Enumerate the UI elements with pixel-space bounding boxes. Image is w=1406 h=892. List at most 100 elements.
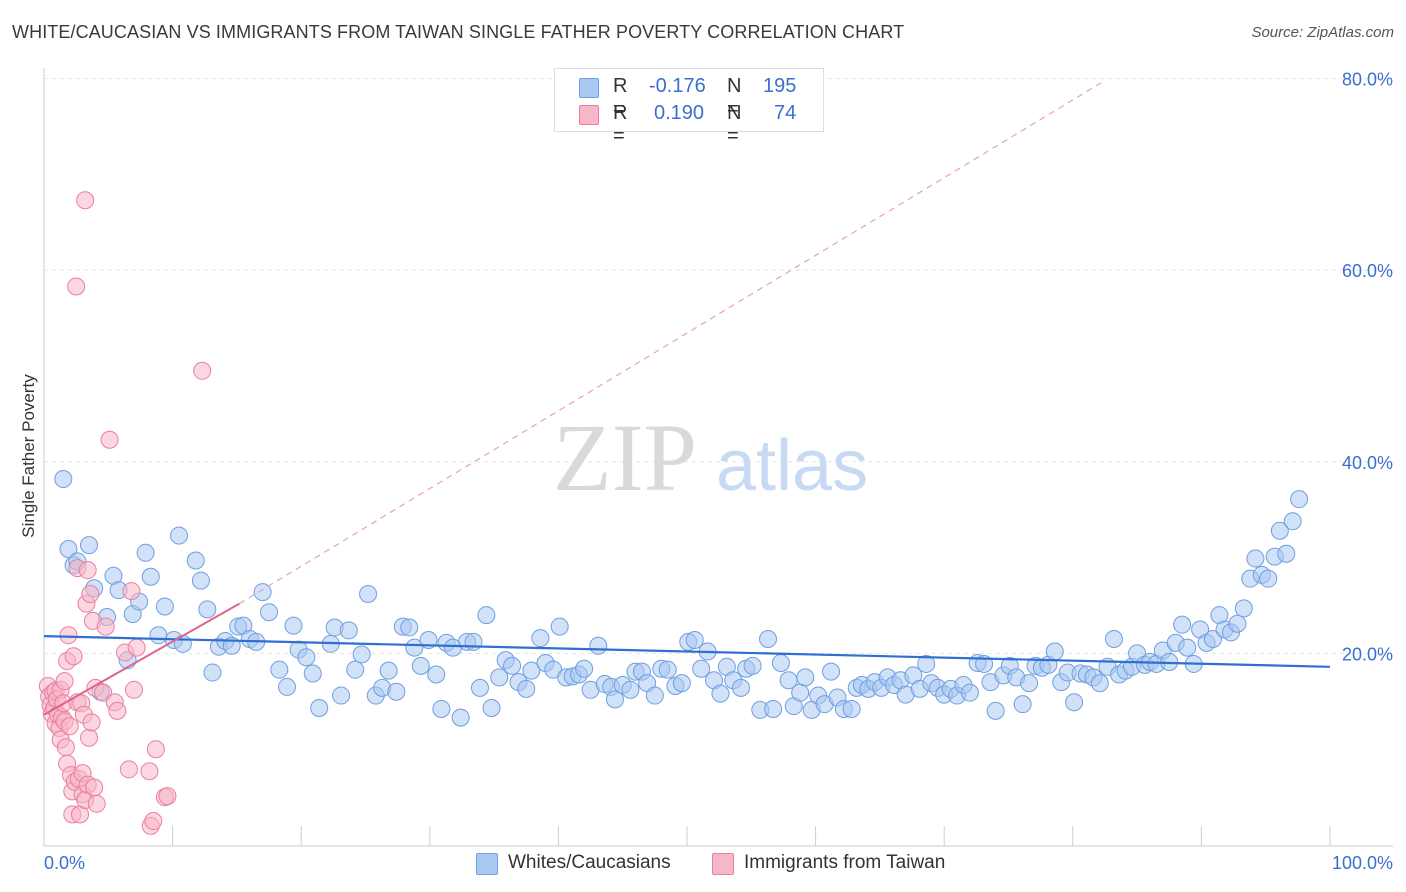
- bottom-legend-label: Immigrants from Taiwan: [744, 852, 946, 873]
- scatter-point-whites: [1203, 630, 1222, 649]
- trend-line-whites: [43, 635, 1331, 668]
- trend-line-taiwan-extended: [239, 80, 1106, 605]
- source-credit: Source: ZipAtlas.com: [1251, 24, 1394, 41]
- scatter-point-taiwan: [125, 680, 144, 699]
- legend-swatch-pink: [579, 105, 599, 125]
- scatter-point-taiwan: [80, 728, 99, 747]
- scatter-point-taiwan: [76, 191, 95, 210]
- scatter-point-whites: [711, 684, 730, 703]
- scatter-point-whites: [198, 600, 217, 619]
- y-tick-label: 60.0%: [1342, 261, 1393, 281]
- scatter-point-whites: [186, 551, 205, 570]
- scatter-point-whites: [432, 699, 451, 718]
- series-taiwan: [38, 191, 212, 835]
- legend-n-label: N =: [727, 75, 742, 120]
- scatter-point-taiwan: [108, 701, 127, 720]
- scatter-point-whites: [54, 470, 73, 489]
- scatter-point-taiwan: [146, 740, 165, 759]
- scatter-point-taiwan: [94, 683, 113, 702]
- scatter-point-whites: [405, 638, 424, 657]
- scatter-point-whites: [1277, 544, 1296, 563]
- scatter-point-whites: [917, 654, 936, 673]
- legend-n-value: 195: [763, 75, 797, 97]
- scatter-point-taiwan: [56, 738, 75, 757]
- scatter-point-taiwan: [158, 787, 177, 806]
- scatter-point-whites: [470, 678, 489, 697]
- scatter-point-whites: [621, 680, 640, 699]
- y-tick-label: 20.0%: [1342, 644, 1393, 664]
- scatter-point-whites: [1045, 642, 1064, 661]
- scatter-point-whites: [575, 659, 594, 678]
- watermark-zip: ZIP: [553, 404, 697, 511]
- scatter-point-whites: [791, 683, 810, 702]
- scatter-point-whites: [141, 567, 160, 586]
- scatter-point-whites: [303, 664, 322, 683]
- legend-r-value: 0.190: [654, 102, 705, 124]
- scatter-point-whites: [796, 668, 815, 687]
- scatter-point-whites: [531, 629, 550, 648]
- scatter-point-taiwan: [60, 717, 79, 736]
- scatter-point-taiwan: [100, 430, 119, 449]
- scatter-point-whites: [59, 539, 78, 558]
- bottom-swatch-pink: [712, 853, 734, 875]
- scatter-point-whites: [270, 660, 289, 679]
- scatter-point-whites: [517, 679, 536, 698]
- scatter-point-taiwan: [85, 778, 104, 797]
- scatter-point-whites: [1246, 549, 1265, 568]
- scatter-point-whites: [260, 603, 279, 622]
- scatter-point-whites: [136, 543, 155, 562]
- bottom-legend-label: Whites/Caucasians: [508, 852, 671, 873]
- scatter-point-whites: [503, 656, 522, 675]
- scatter-point-taiwan: [144, 812, 163, 831]
- y-tick-label: 40.0%: [1342, 453, 1393, 473]
- scatter-point-whites: [482, 699, 501, 718]
- scatter-point-whites: [1065, 693, 1084, 712]
- scatter-point-whites: [1020, 674, 1039, 693]
- scatter-point-whites: [1290, 490, 1309, 509]
- chart-title: WHITE/CAUCASIAN VS IMMIGRANTS FROM TAIWA…: [12, 22, 905, 42]
- scatter-point-whites: [1178, 638, 1197, 657]
- scatter-point-whites: [253, 583, 272, 602]
- scatter-point-whites: [759, 630, 778, 649]
- scatter-point-whites: [477, 606, 496, 625]
- scatter-point-taiwan: [67, 277, 86, 296]
- scatter-point-whites: [297, 648, 316, 667]
- scatter-point-whites: [605, 690, 624, 709]
- scatter-point-whites: [379, 661, 398, 680]
- scatter-point-whites: [550, 617, 569, 636]
- y-tick-label: 80.0%: [1342, 70, 1393, 90]
- x-tick-label: 0.0%: [44, 853, 85, 873]
- legend-r-label: R =: [613, 102, 628, 147]
- scatter-point-whites: [339, 621, 358, 640]
- scatter-point-whites: [842, 699, 861, 718]
- scatter-point-whites: [400, 618, 419, 637]
- scatter-point-whites: [732, 678, 751, 697]
- scatter-point-whites: [149, 626, 168, 645]
- scatter-point-whites: [284, 616, 303, 635]
- series-whites: [54, 470, 1309, 727]
- correlation-legend: R = -0.176 N = 195 R = 0.190 N = 74: [554, 68, 824, 147]
- scatter-point-whites: [1173, 615, 1192, 634]
- scatter-point-whites: [822, 662, 841, 681]
- scatter-point-whites: [1228, 614, 1247, 633]
- scatter-point-whites: [1259, 569, 1278, 588]
- scatter-point-whites: [1090, 674, 1109, 693]
- scatter-point-whites: [771, 653, 790, 672]
- scatter-point-whites: [1283, 512, 1302, 531]
- scatter-point-whites: [427, 665, 446, 684]
- scatter-point-taiwan: [96, 617, 115, 636]
- bottom-swatch-blue: [476, 853, 498, 875]
- scatter-point-whites: [278, 677, 297, 696]
- scatter-point-whites: [1013, 695, 1032, 714]
- scatter-point-whites: [352, 645, 371, 664]
- scatter-point-whites: [387, 682, 406, 701]
- gridlines: [44, 78, 1393, 654]
- legend-r-label: R =: [613, 75, 628, 120]
- scatter-point-whites: [359, 585, 378, 604]
- legend-n-value: 74: [774, 102, 797, 124]
- scatter-point-whites: [170, 526, 189, 545]
- scatter-point-whites: [1270, 521, 1289, 540]
- scatter-point-whites: [155, 597, 174, 616]
- scatter-point-whites: [522, 661, 541, 680]
